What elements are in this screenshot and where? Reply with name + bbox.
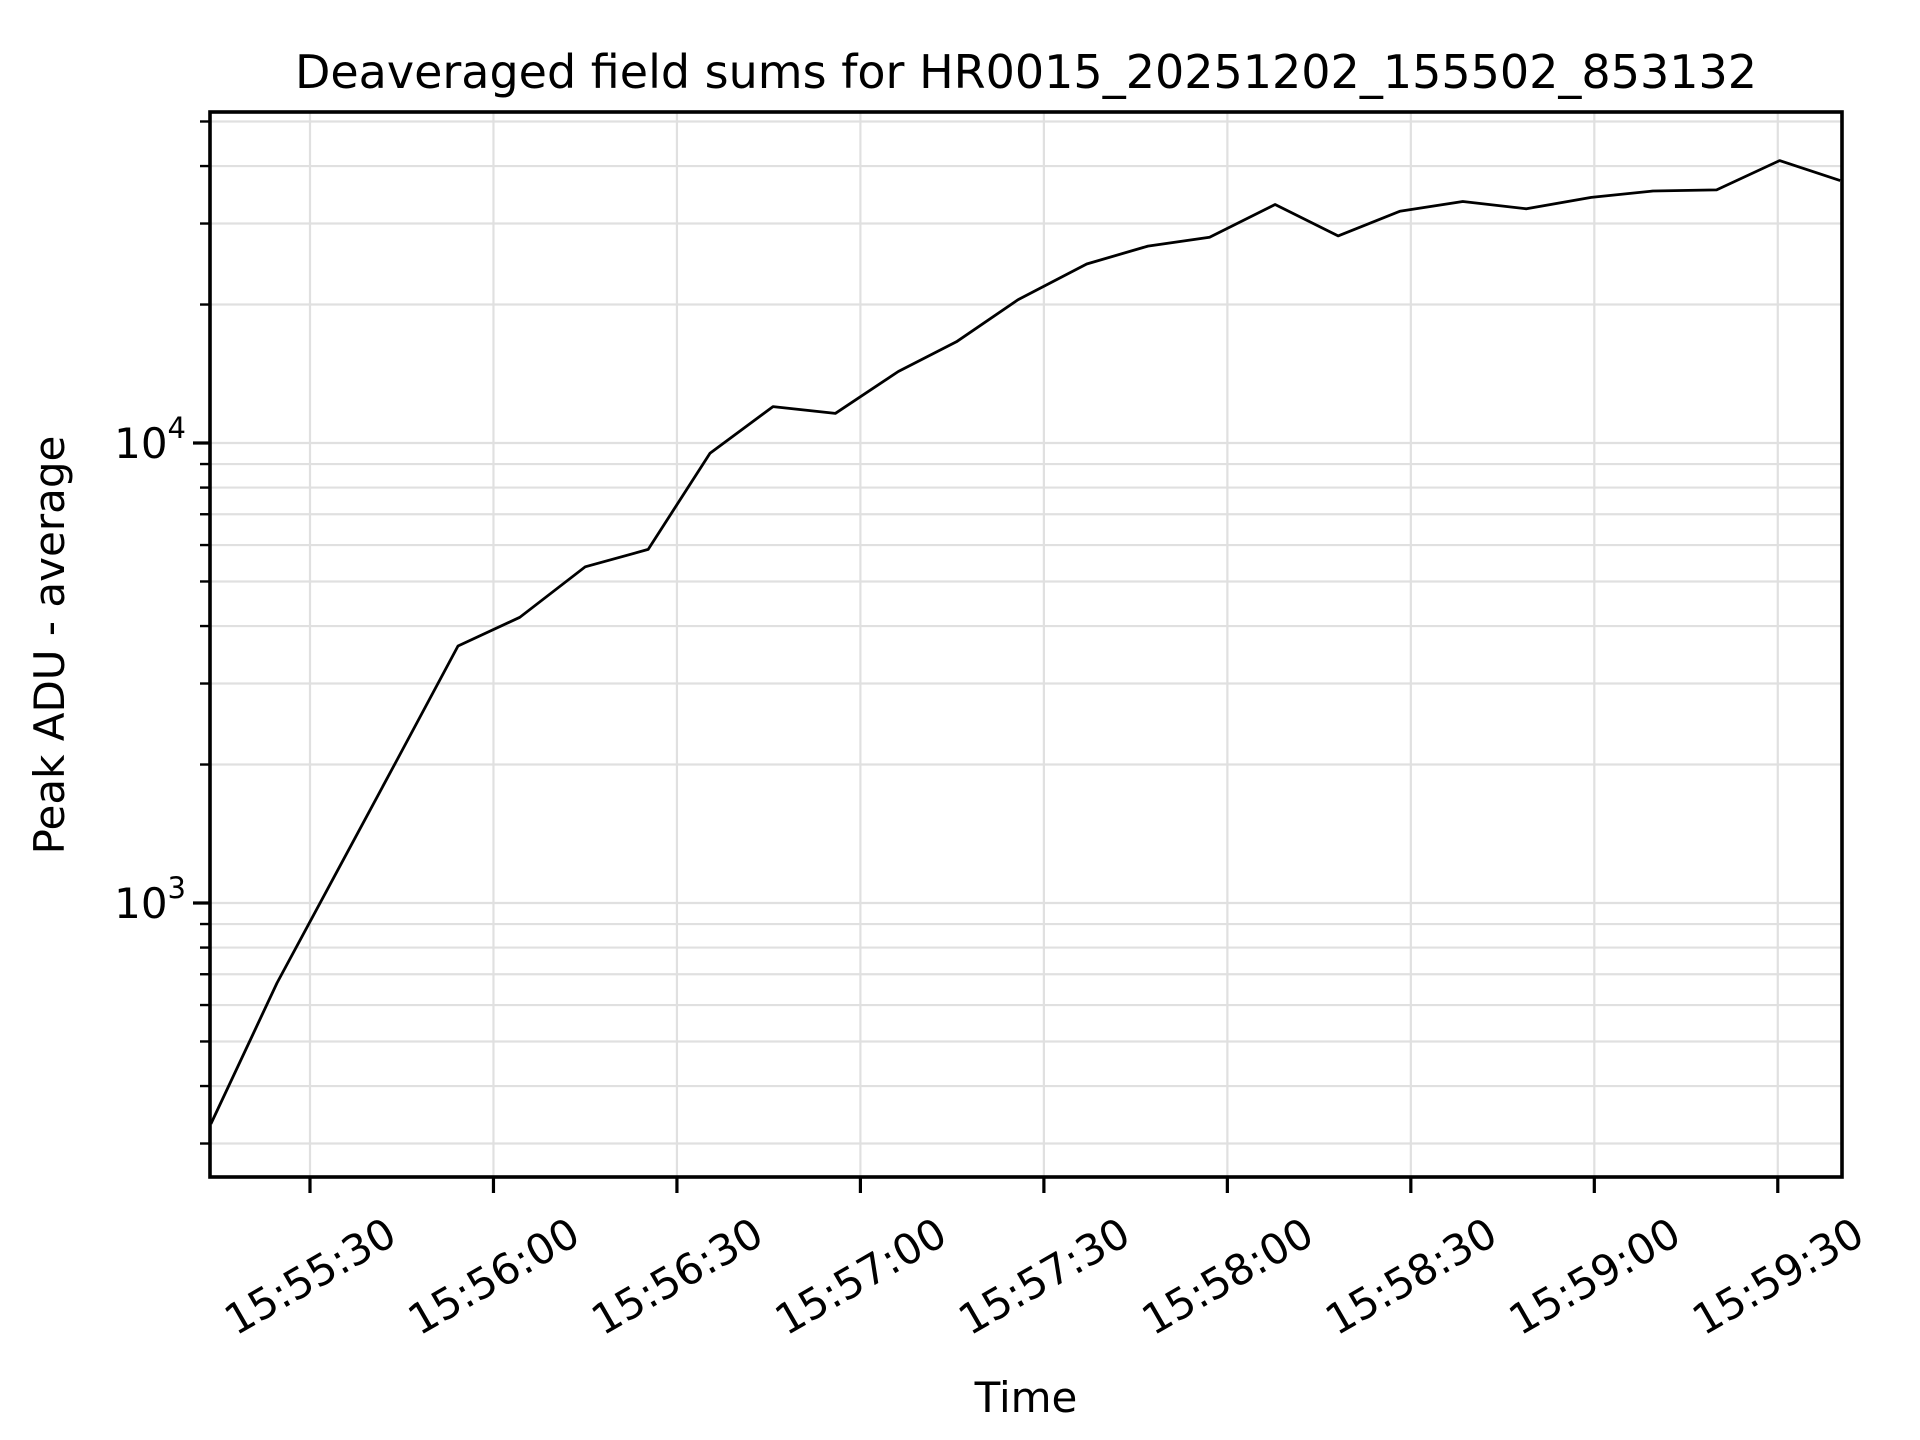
y-axis-label: Peak ADU - average	[25, 436, 74, 855]
y-tick-label: 103	[114, 871, 186, 928]
plot-spines	[208, 110, 1844, 1179]
x-tick-label: 15:56:30	[583, 1208, 771, 1345]
x-tick-label: 15:59:30	[1684, 1208, 1872, 1345]
x-axis-label: Time	[974, 1373, 1078, 1422]
grid-layer	[210, 112, 1842, 1177]
x-tick-label: 15:57:00	[767, 1208, 955, 1345]
x-tick-label: 15:59:00	[1501, 1208, 1689, 1345]
series-layer	[209, 159, 1841, 1125]
series-line	[209, 159, 1841, 1125]
x-tick-label: 15:56:00	[400, 1208, 588, 1345]
x-tick-label: 15:55:30	[216, 1208, 404, 1345]
chart-title: Deaveraged field sums for HR0015_2025120…	[295, 45, 1757, 99]
x-tick-label: 15:58:00	[1134, 1208, 1322, 1345]
x-tick-label: 15:57:30	[950, 1208, 1138, 1345]
y-tick-label: 104	[114, 411, 186, 468]
axes-layer	[193, 110, 1844, 1193]
tick-label-layer: 15:55:3015:56:0015:56:3015:57:0015:57:30…	[114, 411, 1872, 1345]
x-tick-label: 15:58:30	[1317, 1208, 1505, 1345]
